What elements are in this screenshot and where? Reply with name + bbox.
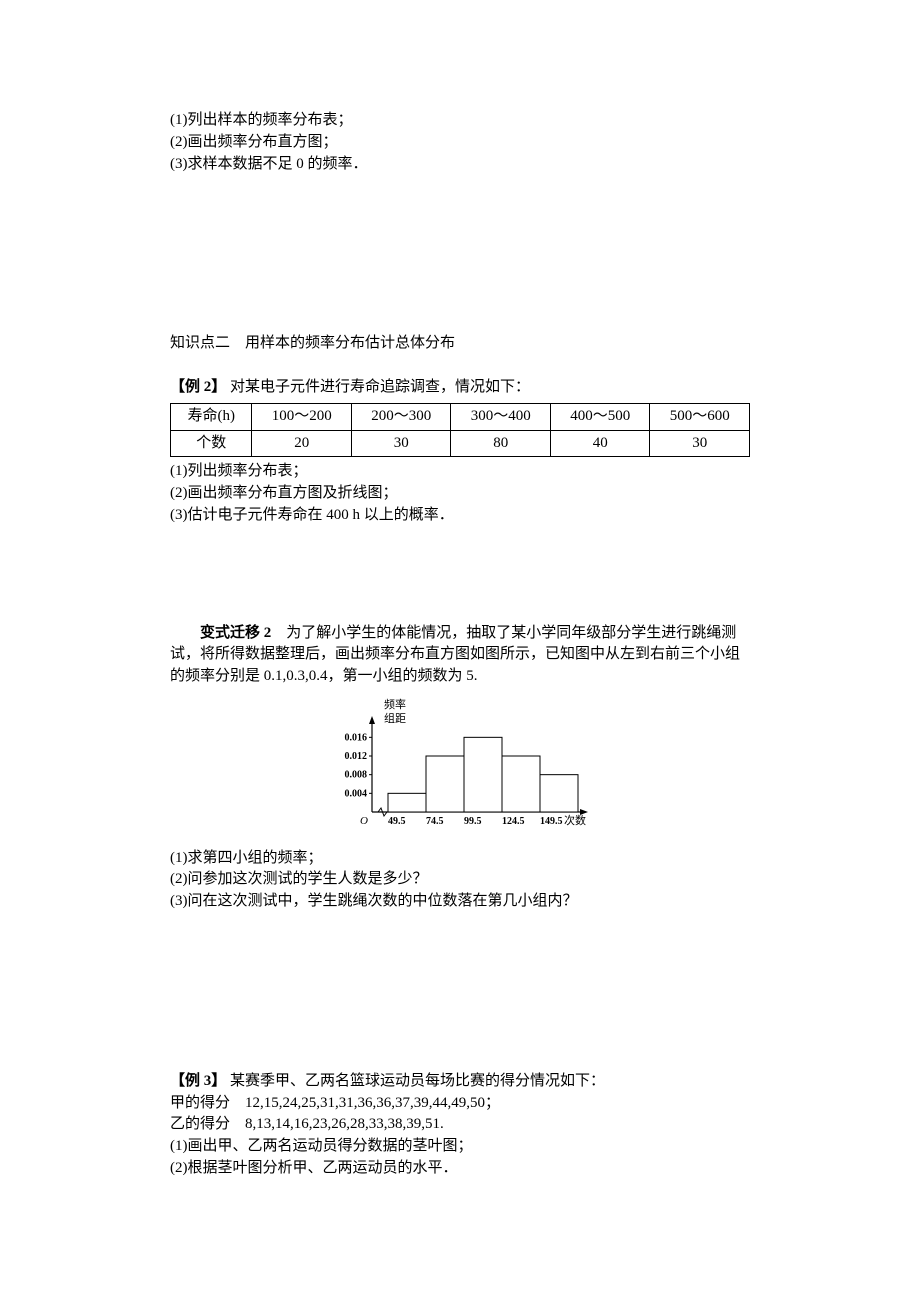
svg-text:149.5: 149.5 <box>540 816 563 827</box>
kp2-title: 知识点二 用样本的频率分布估计总体分布 <box>170 333 750 355</box>
example-2: 【例 2】 对某电子元件进行寿命追踪调查，情况如下： 寿命(h) 100～200… <box>170 377 750 527</box>
example-2-q3: (3)估计电子元件寿命在 400 h 以上的概率． <box>170 505 750 527</box>
table-cell: 500～600 <box>650 403 750 430</box>
table-cell: 400～500 <box>550 403 650 430</box>
question-1: (1)列出样本的频率分布表； <box>170 110 750 132</box>
example-3-label: 【例 3】 <box>170 1073 226 1089</box>
table-cell: 80 <box>451 430 551 457</box>
example-3-q2: (2)根据茎叶图分析甲、乙两运动员的水平． <box>170 1158 750 1180</box>
svg-text:频率: 频率 <box>384 697 406 711</box>
table-cell: 300～400 <box>451 403 551 430</box>
table-row-values: 个数 20 30 80 40 30 <box>171 430 750 457</box>
table-cell: 30 <box>351 430 451 457</box>
table-cell: 20 <box>252 430 352 457</box>
row-header: 寿命(h) <box>171 403 252 430</box>
example-2-header: 【例 2】 对某电子元件进行寿命追踪调查，情况如下： <box>170 377 750 399</box>
svg-text:0.016: 0.016 <box>345 732 368 743</box>
svg-text:0.008: 0.008 <box>345 769 368 780</box>
vertical-spacer <box>170 921 750 1071</box>
example-2-table: 寿命(h) 100～200 200～300 300～400 400～500 50… <box>170 403 750 458</box>
example-2-q1: (1)列出频率分布表； <box>170 461 750 483</box>
svg-text:次数: 次数 <box>564 813 586 827</box>
histogram-svg: 频率组距 0.016 0.012 0.008 0.004 49.5 74.5 99.5 124.… <box>310 694 610 834</box>
variant-2: 变式迁移 2 为了解小学生的体能情况，抽取了某小学同年级部分学生进行跳绳测试，将… <box>170 623 750 913</box>
svg-text:O: O <box>360 815 368 827</box>
question-3: (3)求样本数据不足 0 的频率． <box>170 154 750 176</box>
table-cell: 40 <box>550 430 650 457</box>
example-2-label: 【例 2】 <box>170 379 226 395</box>
svg-text:49.5: 49.5 <box>388 816 406 827</box>
example-2-intro: 对某电子元件进行寿命追踪调查，情况如下： <box>230 379 530 395</box>
variant-2-q3: (3)问在这次测试中，学生跳绳次数的中位数落在第几小组内？ <box>170 891 750 913</box>
svg-text:99.5: 99.5 <box>464 816 482 827</box>
vertical-spacer <box>170 363 750 377</box>
vertical-spacer <box>170 183 750 333</box>
variant-2-text-wrap: 变式迁移 2 为了解小学生的体能情况，抽取了某小学同年级部分学生进行跳绳测试，将… <box>170 623 750 688</box>
svg-text:124.5: 124.5 <box>502 816 525 827</box>
variant-2-label: 变式迁移 2 <box>200 625 271 641</box>
row-header: 个数 <box>171 430 252 457</box>
svg-text:74.5: 74.5 <box>426 816 444 827</box>
table-row-header: 寿命(h) 100～200 200～300 300～400 400～500 50… <box>171 403 750 430</box>
example-3: 【例 3】 某赛季甲、乙两名篮球运动员每场比赛的得分情况如下： 甲的得分 12,… <box>170 1071 750 1180</box>
question-2: (2)画出频率分布直方图； <box>170 132 750 154</box>
variant-2-histogram: 频率组距 0.016 0.012 0.008 0.004 49.5 74.5 99.5 124.… <box>310 694 610 842</box>
example-3-header: 【例 3】 某赛季甲、乙两名篮球运动员每场比赛的得分情况如下： <box>170 1071 750 1093</box>
svg-text:0.012: 0.012 <box>345 751 368 762</box>
knowledge-point-2: 知识点二 用样本的频率分布估计总体分布 <box>170 333 750 355</box>
svg-text:0.004: 0.004 <box>345 788 368 799</box>
section1: (1)列出样本的频率分布表； (2)画出频率分布直方图； (3)求样本数据不足 … <box>170 110 750 175</box>
variant-2-q2: (2)问参加这次测试的学生人数是多少？ <box>170 869 750 891</box>
example-3-line-a: 甲的得分 12,15,24,25,31,31,36,36,37,39,44,49… <box>170 1093 750 1115</box>
table-cell: 100～200 <box>252 403 352 430</box>
example-3-q1: (1)画出甲、乙两名运动员得分数据的茎叶图； <box>170 1136 750 1158</box>
variant-2-q1: (1)求第四小组的频率； <box>170 848 750 870</box>
example-3-line-b: 乙的得分 8,13,14,16,23,26,28,33,38,39,51. <box>170 1114 750 1136</box>
example-2-q2: (2)画出频率分布直方图及折线图； <box>170 483 750 505</box>
example-3-intro: 某赛季甲、乙两名篮球运动员每场比赛的得分情况如下： <box>230 1073 605 1089</box>
table-cell: 200～300 <box>351 403 451 430</box>
vertical-spacer <box>170 535 750 623</box>
page: (1)列出样本的频率分布表； (2)画出频率分布直方图； (3)求样本数据不足 … <box>0 0 920 1308</box>
svg-text:组距: 组距 <box>384 711 406 725</box>
table-cell: 30 <box>650 430 750 457</box>
